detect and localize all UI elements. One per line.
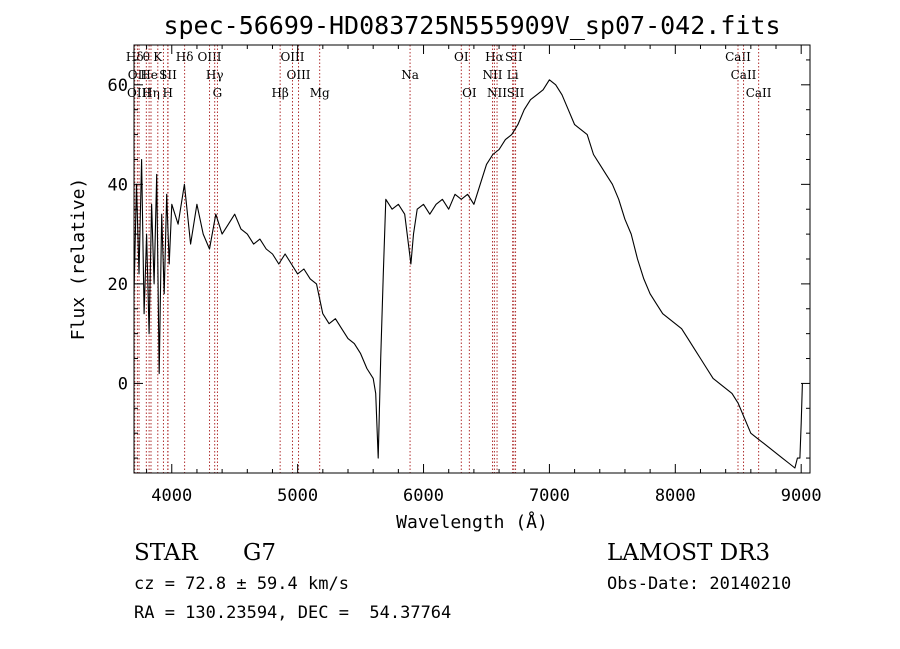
line-marker-label-19: OI [454, 50, 469, 64]
chart-title: spec-56699-HD083725N555909V_sp07-042.fit… [163, 11, 780, 40]
y-axis-ticks: 0 20 40 60 [108, 59, 810, 459]
line-marker-label-10: Hδ [176, 50, 194, 64]
line-marker-label-16: OIII [286, 68, 310, 82]
line-marker-label-20: OI [462, 86, 477, 100]
line-marker-label-2: OIII [127, 86, 151, 100]
line-marker-label-18: Na [401, 68, 419, 82]
y-tick-label: 40 [108, 175, 128, 195]
line-marker-label-24: SII [505, 50, 523, 64]
line-marker-label-29: CaII [746, 86, 772, 100]
survey-name: LAMOST DR3 [607, 540, 771, 566]
line-marker-label-17: Mg [310, 86, 330, 100]
x-axis-ticks: 4000 5000 6000 7000 8000 9000 [146, 45, 822, 506]
line-marker-label-23: NII [487, 86, 507, 100]
line-marker-label-15: OIII [280, 50, 304, 64]
x-tick-label: 7000 [529, 486, 570, 506]
line-marker-label-11: OIII [197, 50, 221, 64]
obs-date: Obs-Date: 20140210 [607, 574, 792, 594]
y-tick-label: 20 [108, 275, 128, 295]
line-marker-label-1: OII [128, 68, 148, 82]
line-marker-label-27: CaII [725, 50, 751, 64]
spectrum-series-line [133, 79, 803, 469]
x-tick-label: 8000 [655, 486, 696, 506]
line-marker-label-9: SII [159, 68, 177, 82]
x-tick-label: 4000 [151, 486, 192, 506]
line-marker-label-6: K [153, 50, 163, 64]
line-marker-label-7: I [161, 68, 166, 82]
line-marker-label-13: G [213, 86, 223, 100]
line-marker-label-0: Hδ [126, 50, 144, 64]
x-tick-label: 5000 [277, 486, 318, 506]
y-tick-label: 0 [118, 374, 128, 394]
line-marker-label-4: He [140, 68, 158, 82]
line-marker-label-22: NII [483, 68, 503, 82]
line-marker-label-3: θ [143, 50, 150, 64]
x-tick-label: 6000 [403, 486, 444, 506]
line-marker-label-25: Li [507, 68, 519, 82]
line-marker-label-12: Hγ [206, 68, 224, 82]
x-axis-label: Wavelength (Å) [396, 511, 548, 533]
x-tick-label: 9000 [781, 486, 822, 506]
line-marker-label-14: Hβ [271, 86, 288, 100]
coordinates-readout: RA = 130.23594, DEC = 54.37764 [134, 603, 452, 623]
redshift-readout: cz = 72.8 ± 59.4 km/s [134, 574, 349, 594]
y-tick-label: 60 [108, 76, 128, 96]
line-marker-label-8: H [163, 86, 173, 100]
line-marker-label-26: SII [507, 86, 525, 100]
subclass: G7 [243, 540, 277, 566]
line-marker-label-28: CaII [731, 68, 757, 82]
y-axis-label: Flux (relative) [68, 178, 89, 341]
line-marker-label-21: Hα [485, 50, 504, 64]
object-class: STAR [134, 540, 198, 566]
plot-frame [133, 44, 811, 474]
line-marker-label-5: Hη [142, 86, 160, 100]
